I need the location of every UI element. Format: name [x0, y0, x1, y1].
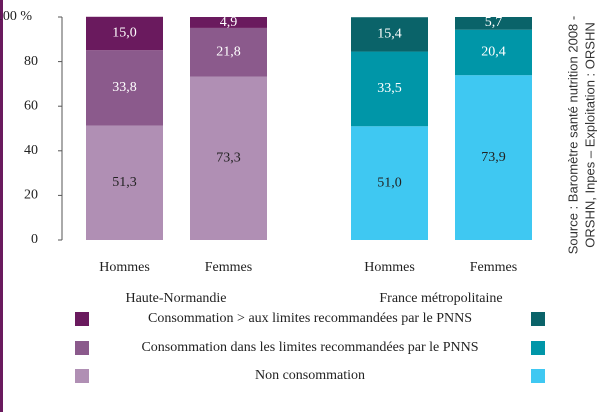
- y-tick-label: 40: [24, 143, 38, 158]
- data-label: 73,9: [481, 150, 506, 165]
- bar-segment: [351, 51, 428, 127]
- legend-swatch: [531, 369, 545, 383]
- bar-segment: [190, 76, 267, 240]
- y-tick-label: 0: [31, 232, 38, 247]
- left-border: [0, 0, 3, 412]
- bar-segment: [190, 17, 267, 28]
- data-label: 4,9: [220, 15, 238, 30]
- legend-label: Consommation dans les limites recommandé…: [141, 340, 478, 355]
- data-label: 20,4: [481, 45, 506, 60]
- data-label: 15,4: [377, 27, 402, 42]
- data-label: 51,3: [112, 175, 137, 190]
- y-tick-label: 100 %: [0, 9, 32, 24]
- x-tick-label: Femmes: [205, 260, 252, 275]
- bar-segment: [86, 50, 163, 126]
- legend-swatch: [75, 369, 89, 383]
- source-note: Source : Baromètre santé nutrition 2008 …: [565, 16, 580, 254]
- y-tick-label: 80: [24, 54, 38, 69]
- legend-swatch: [531, 341, 545, 355]
- group-label: France métropolitaine: [379, 291, 502, 306]
- bar-segment: [455, 17, 532, 30]
- data-label: 33,8: [112, 80, 137, 95]
- bar-segment: [190, 27, 267, 77]
- y-tick-label: 20: [24, 188, 38, 203]
- x-tick-label: Hommes: [99, 260, 150, 275]
- bar-segment: [455, 29, 532, 76]
- data-label: 73,3: [216, 150, 241, 165]
- legend-swatch: [531, 312, 545, 326]
- bar-segment: [86, 16, 163, 51]
- bar-segment: [455, 75, 532, 240]
- data-label: 33,5: [377, 81, 402, 96]
- group-label: Haute-Normandie: [125, 291, 226, 306]
- bar-segment: [86, 125, 163, 240]
- y-tick-label: 60: [24, 98, 38, 113]
- legend-label: Non consommation: [255, 368, 365, 383]
- legend-label: Consommation > aux limites recommandées …: [148, 311, 472, 326]
- legend-swatch: [75, 312, 89, 326]
- source-note: ORSHN, Inpes – Exploitation : ORSHN: [582, 22, 597, 247]
- data-label: 5,7: [485, 15, 503, 30]
- bar-segment: [351, 126, 428, 240]
- legend-swatch: [75, 341, 89, 355]
- x-tick-label: Femmes: [470, 260, 517, 275]
- x-tick-label: Hommes: [364, 260, 415, 275]
- bar-segment: [351, 17, 428, 52]
- data-label: 51,0: [377, 175, 402, 190]
- data-label: 21,8: [216, 44, 241, 59]
- data-label: 15,0: [112, 26, 137, 41]
